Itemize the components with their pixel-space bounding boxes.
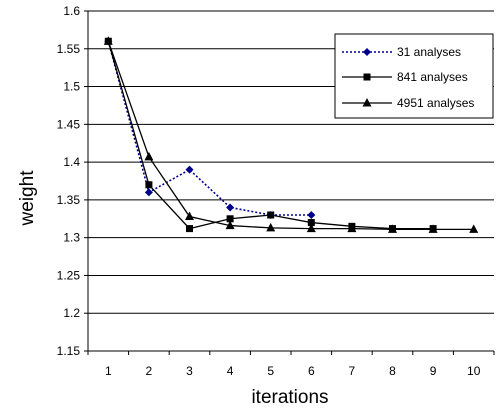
x-tick-label: 10 [467, 364, 481, 378]
data-point [144, 151, 154, 161]
data-point [144, 188, 153, 197]
data-point [347, 223, 357, 233]
x-tick-label: 1 [105, 364, 112, 378]
y-tick-label: 1.2 [63, 306, 80, 320]
series-3 [103, 36, 479, 233]
data-point [226, 215, 234, 223]
data-point [469, 224, 479, 233]
y-tick-label: 1.4 [63, 155, 80, 169]
legend-label: 841 analyses [397, 70, 468, 84]
data-point [307, 211, 316, 219]
x-tick-label: 4 [227, 364, 234, 378]
data-point [267, 211, 275, 219]
legend-marker [363, 48, 371, 56]
legend-marker [363, 73, 371, 81]
data-point [306, 223, 316, 233]
x-tick-label: 8 [389, 364, 396, 378]
data-point [307, 219, 315, 227]
series-1 [104, 37, 316, 219]
data-point [186, 225, 193, 233]
legend-marker [362, 98, 372, 107]
y-axis-title: weight [17, 170, 38, 227]
y-tick-label: 1.55 [57, 42, 81, 56]
data-point [145, 181, 153, 189]
y-tick-label: 1.5 [63, 80, 80, 94]
y-tick-label: 1.6 [63, 4, 80, 18]
x-tick-label: 3 [186, 364, 193, 378]
legend-label: 4951 analyses [397, 96, 474, 110]
data-point [266, 222, 276, 232]
data-point [185, 165, 194, 174]
data-point [103, 36, 113, 45]
x-tick-label: 5 [267, 364, 274, 378]
series-group [103, 36, 479, 233]
legend-box [334, 33, 494, 119]
x-tick-label: 7 [349, 364, 356, 378]
legend-label: 31 analyses [397, 45, 461, 59]
y-tick-label: 1.3 [63, 231, 80, 245]
x-tick-label: 9 [430, 364, 437, 378]
data-point [225, 220, 235, 230]
x-tick-labels: 1 2 3 4 5 6 7 8 9 10 [105, 364, 481, 378]
legend: 31 analyses 841 analyses 4951 analyses [334, 33, 494, 119]
x-tick-label: 2 [146, 364, 153, 378]
y-tick-label: 1.35 [57, 193, 81, 207]
data-point [428, 224, 438, 233]
x-axis-title: iterations [251, 387, 328, 408]
x-tick-label: 6 [308, 364, 315, 378]
y-tick-labels: 1.15 1.2 1.25 1.3 1.35 1.4 1.45 1.5 1.55 1.6 [57, 4, 81, 358]
y-tick-label: 1.25 [57, 268, 81, 282]
series-line [107, 41, 474, 231]
y-tick-label: 1.45 [57, 117, 81, 131]
data-point [226, 203, 235, 212]
y-tick-label: 1.15 [57, 344, 81, 358]
data-point [388, 224, 397, 233]
data-point [185, 211, 194, 221]
axes [87, 11, 495, 355]
